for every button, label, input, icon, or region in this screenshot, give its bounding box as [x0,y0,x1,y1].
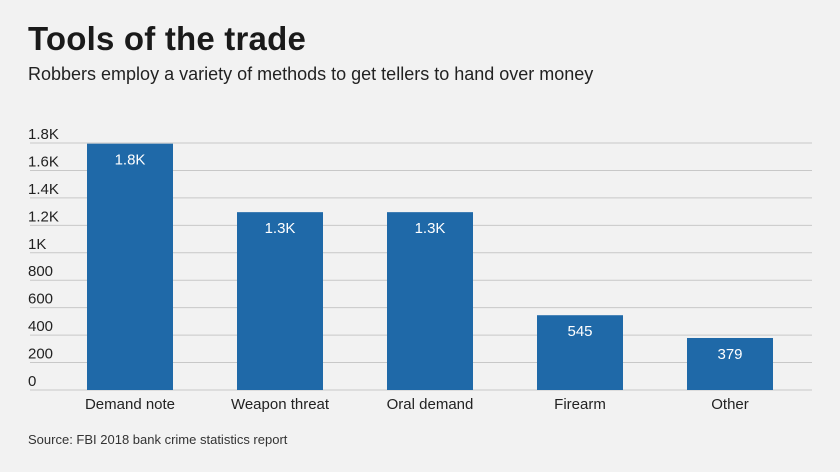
y-tick-label: 0 [28,373,36,390]
y-tick-label: 1.8K [28,126,59,143]
bar [387,212,473,390]
bars [87,143,773,390]
data-labels: 1.8K 1.3K 1.3K 545 379 [115,152,743,363]
y-tick-label: 600 [28,291,53,308]
y-tick-label: 200 [28,346,53,363]
x-tick-label: Firearm [554,396,606,413]
x-tick-label: Other [711,396,749,413]
y-tick-label: 1.4K [28,181,59,198]
chart-title: Tools of the trade [28,20,306,57]
bar [237,212,323,390]
source-note: Source: FBI 2018 bank crime statistics r… [28,432,288,447]
y-tick-label: 1.6K [28,153,59,170]
y-tick-label: 1K [28,236,46,253]
bar-value-label: 1.3K [265,220,296,237]
x-tick-label: Weapon threat [231,396,330,413]
bar [537,315,623,390]
chart-subtitle: Robbers employ a variety of methods to g… [28,64,594,84]
x-tick-label: Oral demand [387,396,474,413]
bar-value-label: 379 [717,346,742,363]
y-axis-ticks: 0 200 400 600 800 1K 1.2K 1.4K 1.6K 1.8K [28,126,59,390]
y-tick-label: 400 [28,318,53,335]
y-tick-label: 800 [28,263,53,280]
y-tick-label: 1.2K [28,208,59,225]
bar-value-label: 1.3K [415,220,446,237]
x-axis-ticks: Demand note Weapon threat Oral demand Firea… [85,396,749,413]
bar-value-label: 545 [567,323,592,340]
bar [87,143,173,390]
x-tick-label: Demand note [85,396,175,413]
bar-value-label: 1.8K [115,152,146,169]
bar [687,337,773,390]
